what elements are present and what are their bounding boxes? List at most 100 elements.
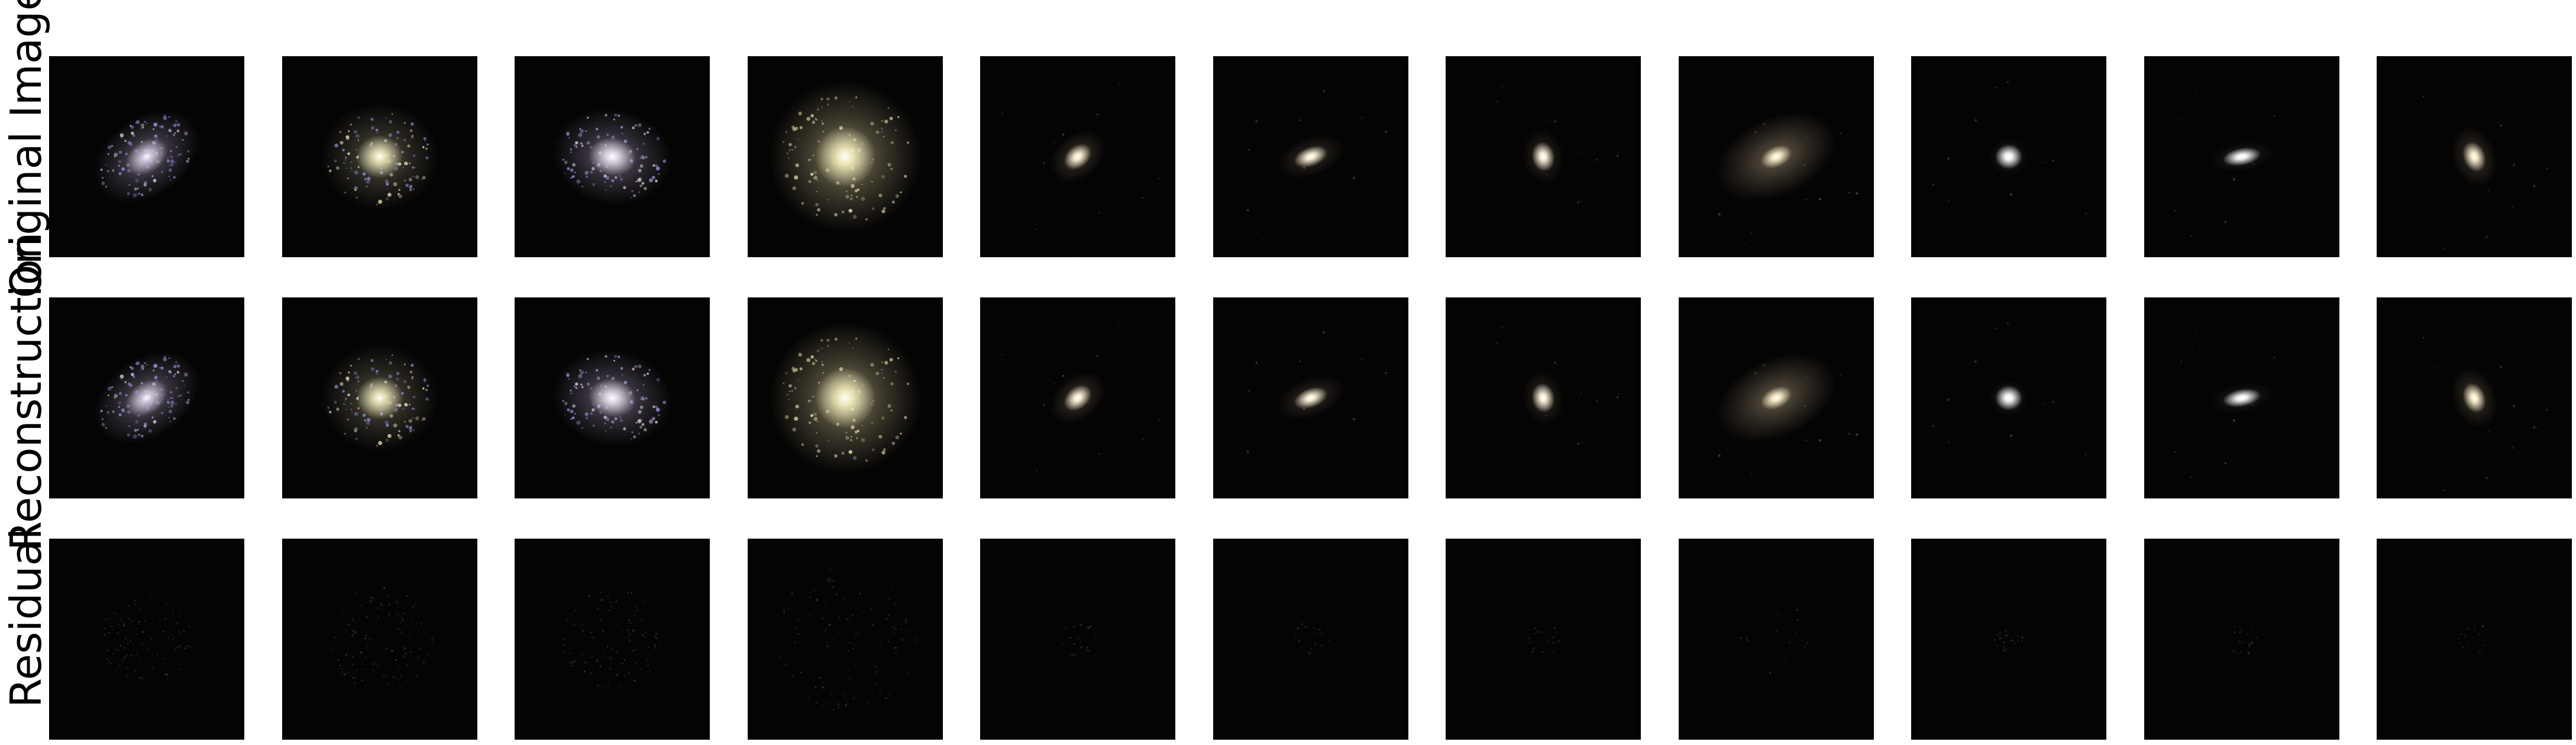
star-knot xyxy=(176,387,178,390)
residual-speckle xyxy=(620,591,622,593)
residual-speckle xyxy=(794,627,797,629)
star-knot xyxy=(658,173,660,175)
residual-speckle xyxy=(852,697,855,699)
star-knot xyxy=(366,421,370,425)
residual-speckle xyxy=(791,592,793,595)
residual-speckle xyxy=(574,660,576,662)
star-knot xyxy=(376,132,379,134)
galaxy-core xyxy=(1760,145,1792,169)
residual-speckle xyxy=(785,663,787,666)
residual-speckle xyxy=(621,632,623,633)
star-knot xyxy=(826,338,830,342)
star-knot xyxy=(816,432,817,434)
star-knot xyxy=(127,141,131,145)
residual-speckle xyxy=(611,647,613,649)
residual-speckle xyxy=(1783,603,1785,605)
star-knot xyxy=(169,179,172,181)
star-knot xyxy=(134,187,137,191)
residual-speckle xyxy=(852,647,854,649)
residual-speckle xyxy=(1531,650,1534,653)
residual-speckle xyxy=(634,679,636,682)
residual-speckle xyxy=(354,621,356,623)
star-knot xyxy=(118,391,122,396)
residual-speckle xyxy=(370,600,371,601)
star-knot xyxy=(354,412,358,416)
residual-speckle xyxy=(797,633,800,635)
star-knot xyxy=(1941,124,1942,125)
residual-speckle xyxy=(872,624,874,626)
star-knot xyxy=(891,442,895,445)
star-knot xyxy=(613,118,615,121)
residual-speckle xyxy=(822,617,824,620)
residual-speckle xyxy=(153,679,155,681)
residual-speckle xyxy=(125,667,128,669)
star-knot xyxy=(596,369,599,372)
star-knot xyxy=(1840,132,1842,135)
residual-speckle xyxy=(151,623,153,625)
star-knot xyxy=(350,403,352,404)
residual-speckle xyxy=(855,685,857,687)
residual-speckle xyxy=(1074,654,1076,656)
star-knot xyxy=(334,159,337,163)
residual-speckle xyxy=(2248,644,2251,647)
star-knot xyxy=(128,425,131,427)
star-knot xyxy=(813,171,817,175)
residual-speckle xyxy=(2462,646,2464,648)
residual-speckle xyxy=(151,668,154,670)
star-knot xyxy=(1119,325,1120,326)
star-knot xyxy=(186,160,189,163)
residual-speckle xyxy=(418,630,419,632)
star-knot xyxy=(398,194,403,199)
residual-speckle xyxy=(129,640,131,642)
star-knot xyxy=(1062,375,1065,377)
star-knot xyxy=(808,180,812,183)
star-knot xyxy=(2042,161,2044,163)
row-label-residual: Residual xyxy=(1,527,51,708)
star-knot xyxy=(409,189,412,192)
residual-speckle xyxy=(389,613,391,615)
residual-speckle xyxy=(860,579,861,581)
star-knot xyxy=(797,380,799,381)
residual-speckle xyxy=(630,591,633,594)
star-knot xyxy=(2085,212,2087,215)
star-knot xyxy=(1805,378,1807,379)
residual-speckle xyxy=(880,642,881,644)
star-knot xyxy=(1754,372,1757,375)
residual-speckle xyxy=(403,612,406,615)
star-knot xyxy=(861,196,865,201)
residual-speckle xyxy=(341,671,342,673)
residual-speckle xyxy=(645,626,647,627)
star-knot xyxy=(386,359,387,361)
star-knot xyxy=(188,157,190,160)
star-knot xyxy=(131,372,134,377)
residual-speckle xyxy=(897,681,898,682)
galaxy-panel-original-8 xyxy=(1679,56,1874,257)
star-knot xyxy=(822,122,824,125)
residual-speckle xyxy=(188,634,189,636)
star-knot xyxy=(792,427,796,432)
residual-speckle xyxy=(654,644,656,646)
star-knot xyxy=(1754,131,1757,134)
residual-speckle xyxy=(1553,651,1554,653)
star-knot xyxy=(580,142,583,145)
star-knot xyxy=(411,166,414,169)
residual-speckle xyxy=(859,652,861,653)
residual-speckle xyxy=(104,627,105,630)
star-knot xyxy=(422,176,426,180)
star-knot xyxy=(1076,497,1078,498)
residual-speckle xyxy=(832,708,835,711)
residual-speckle xyxy=(164,657,166,659)
star-knot xyxy=(585,130,587,132)
star-knot xyxy=(1142,438,1144,440)
residual-speckle xyxy=(607,593,609,595)
star-knot xyxy=(168,116,170,118)
star-knot xyxy=(1618,152,1620,154)
residual-speckle xyxy=(392,685,393,686)
star-knot xyxy=(398,189,400,191)
star-knot xyxy=(1848,432,1851,435)
galaxy-core xyxy=(356,376,403,420)
residual-speckle xyxy=(385,647,388,650)
residual-speckle xyxy=(634,673,635,675)
residual-speckle xyxy=(406,664,408,666)
star-knot xyxy=(641,423,645,426)
